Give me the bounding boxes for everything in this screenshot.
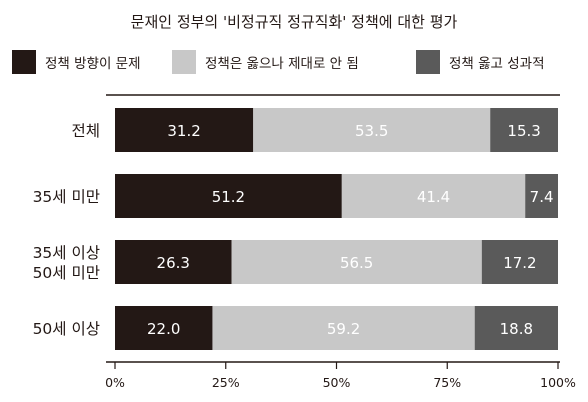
bar-segment bbox=[474, 306, 558, 350]
legend-swatch bbox=[172, 50, 196, 74]
bar-segment bbox=[115, 174, 342, 218]
bar-segment bbox=[525, 174, 558, 218]
data-label: 59.2 bbox=[327, 320, 360, 338]
legend-swatch bbox=[12, 50, 36, 74]
data-label: 15.3 bbox=[507, 122, 540, 140]
data-label: 22.0 bbox=[147, 320, 180, 338]
bar-segment bbox=[481, 240, 558, 284]
chart-title: 문재인 정부의 '비정규직 정규직화' 정책에 대한 평가 bbox=[131, 13, 458, 31]
plot-area: 31.2 53.5 15.3 전체 51.2 41.4 7.4 35세 미만 26.3 56.5 1… bbox=[33, 94, 576, 390]
legend-label: 정책 방향이 문제 bbox=[45, 56, 141, 72]
x-tick-label: 25% bbox=[212, 375, 240, 390]
bar-segment bbox=[115, 108, 254, 152]
bar-segment bbox=[341, 174, 526, 218]
category-label-line: 50세 이상 bbox=[33, 320, 100, 338]
bar-segment bbox=[115, 306, 213, 350]
bar-segment bbox=[231, 240, 482, 284]
bar-segment bbox=[115, 240, 232, 284]
category-label-line: 35세 미만 bbox=[33, 188, 100, 206]
bar-segment bbox=[212, 306, 475, 350]
data-label: 41.4 bbox=[417, 188, 450, 206]
data-label: 56.5 bbox=[340, 254, 373, 272]
legend-label: 정책은 옳으나 제대로 안 됨 bbox=[205, 56, 359, 72]
data-label: 17.2 bbox=[503, 254, 536, 272]
bar-segment bbox=[490, 108, 558, 152]
legend-label: 정책 옳고 성과적 bbox=[449, 56, 545, 72]
x-tick-label: 50% bbox=[323, 375, 351, 390]
data-label: 31.2 bbox=[167, 122, 200, 140]
data-label: 26.3 bbox=[157, 254, 190, 272]
bar-segment bbox=[253, 108, 491, 152]
x-tick-label: 0% bbox=[105, 375, 125, 390]
category-label-line: 전체 bbox=[71, 122, 100, 140]
category-label: 35세 이상 50세 미만 bbox=[33, 244, 100, 282]
data-label: 18.8 bbox=[500, 320, 533, 338]
category-label-line: 50세 미만 bbox=[33, 264, 100, 282]
category-label-line: 35세 이상 bbox=[33, 244, 100, 262]
x-tick-label: 100% bbox=[540, 375, 576, 390]
category-label: 전체 bbox=[71, 122, 100, 140]
data-label: 53.5 bbox=[355, 122, 388, 140]
x-tick-label: 75% bbox=[433, 375, 461, 390]
category-label: 50세 이상 bbox=[33, 320, 100, 338]
legend: 정책 방향이 문제 정책은 옳으나 제대로 안 됨 정책 옳고 성과적 bbox=[12, 50, 545, 74]
data-label: 51.2 bbox=[212, 188, 245, 206]
legend-swatch bbox=[416, 50, 440, 74]
category-label: 35세 미만 bbox=[33, 188, 100, 206]
data-label: 7.4 bbox=[530, 188, 554, 206]
